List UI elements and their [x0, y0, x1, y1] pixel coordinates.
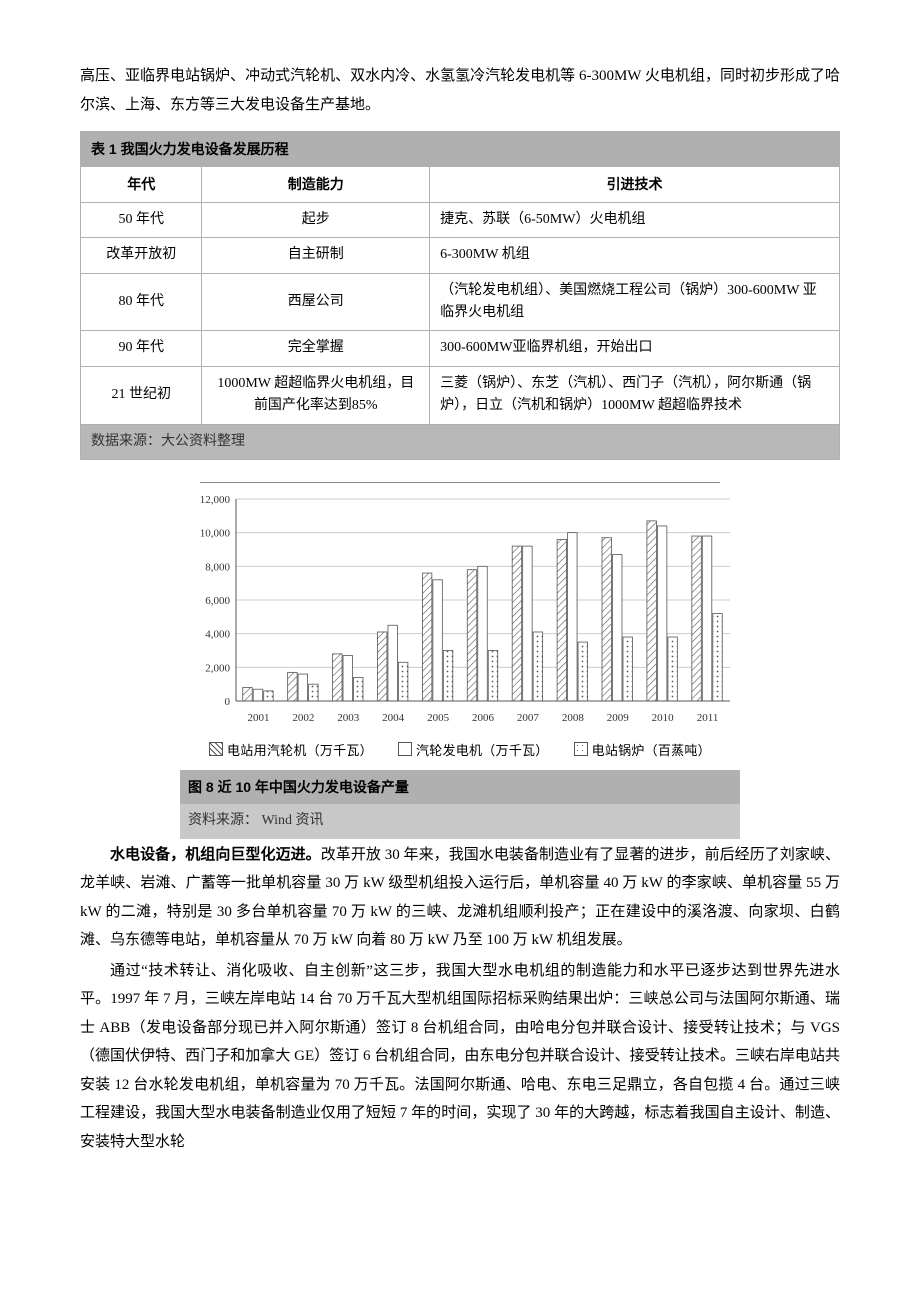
figure-8-caption-table: 图 8 近 10 年中国火力发电设备产量 资料来源： Wind 资讯 [180, 770, 740, 839]
svg-text:2003: 2003 [337, 712, 360, 724]
svg-text:2007: 2007 [517, 712, 540, 724]
table-row: 21 世纪初1000MW 超超临界火电机组，目前国产化率达到85%三菱（锅炉）、… [81, 366, 840, 424]
legend-swatch-0 [209, 742, 223, 756]
svg-text:2002: 2002 [292, 712, 314, 724]
svg-text:2009: 2009 [607, 712, 630, 724]
svg-text:8,000: 8,000 [205, 561, 230, 573]
svg-text:2,000: 2,000 [205, 662, 230, 674]
cell-era: 21 世纪初 [81, 366, 202, 424]
table-1-source: 数据来源：大公资料整理 [81, 424, 840, 459]
table-1-col-tech: 引进技术 [430, 167, 840, 202]
cell-era: 改革开放初 [81, 238, 202, 273]
cell-tech: 捷克、苏联（6-50MW）火电机组 [430, 202, 840, 237]
cell-era: 90 年代 [81, 331, 202, 366]
chart-top-rule [200, 482, 720, 483]
svg-text:2011: 2011 [697, 712, 719, 724]
table-row: 90 年代完全掌握300-600MW亚临界机组，开始出口 [81, 331, 840, 366]
svg-text:2008: 2008 [562, 712, 585, 724]
cell-tech: 300-600MW亚临界机组，开始出口 [430, 331, 840, 366]
svg-text:2010: 2010 [652, 712, 675, 724]
svg-text:6,000: 6,000 [205, 595, 230, 607]
svg-text:2005: 2005 [427, 712, 450, 724]
cell-tech: （汽轮发电机组）、美国燃烧工程公司（锅炉）300-600MW 亚临界火电机组 [430, 273, 840, 331]
table-1-header-row: 年代 制造能力 引进技术 [81, 167, 840, 202]
svg-text:2004: 2004 [382, 712, 405, 724]
legend-swatch-2 [574, 742, 588, 756]
cell-cap: 完全掌握 [202, 331, 430, 366]
legend-label-2: 电站锅炉（百蒸吨） [592, 743, 711, 758]
cell-cap: 1000MW 超超临界火电机组，目前国产化率达到85% [202, 366, 430, 424]
table-row: 改革开放初自主研制6-300MW 机组 [81, 238, 840, 273]
cell-cap: 自主研制 [202, 238, 430, 273]
bar-chart: 0 2,000 4,000 6,000 8,000 10,000 12,000 2001 200… [180, 489, 740, 729]
table-1-title: 表 1 我国火力发电设备发展历程 [81, 132, 840, 167]
svg-text:2001: 2001 [247, 712, 269, 724]
table-1-col-cap: 制造能力 [202, 167, 430, 202]
table-1: 表 1 我国火力发电设备发展历程 年代 制造能力 引进技术 50 年代起步捷克、… [80, 131, 840, 460]
paragraph-lead-bold: 水电设备，机组向巨型化迈进。 [110, 846, 321, 863]
legend-label-1: 汽轮发电机（万千瓦） [416, 743, 549, 758]
svg-text:12,000: 12,000 [200, 494, 231, 506]
cell-cap: 西屋公司 [202, 273, 430, 331]
figure-8: 0 2,000 4,000 6,000 8,000 10,000 12,000 2001 200… [80, 482, 840, 839]
svg-text:0: 0 [225, 696, 231, 708]
cell-tech: 三菱（锅炉）、东芝（汽机）、西门子（汽机），阿尔斯通（锅炉），日立（汽机和锅炉）… [430, 366, 840, 424]
figure-8-caption: 图 8 近 10 年中国火力发电设备产量 [180, 770, 740, 805]
intro-paragraph: 高压、亚临界电站锅炉、冲动式汽轮机、双水内冷、水氢氢冷汽轮发电机等 6-300M… [80, 62, 840, 119]
svg-text:2006: 2006 [472, 712, 495, 724]
table-1-col-era: 年代 [81, 167, 202, 202]
chart-legend: 电站用汽轮机（万千瓦） 汽轮发电机（万千瓦） 电站锅炉（百蒸吨） [209, 739, 711, 764]
cell-era: 50 年代 [81, 202, 202, 237]
svg-text:4,000: 4,000 [205, 629, 230, 641]
table-row: 80 年代西屋公司（汽轮发电机组）、美国燃烧工程公司（锅炉）300-600MW … [81, 273, 840, 331]
svg-text:10,000: 10,000 [200, 528, 231, 540]
table-row: 50 年代起步捷克、苏联（6-50MW）火电机组 [81, 202, 840, 237]
cell-era: 80 年代 [81, 273, 202, 331]
body-paragraph: 水电设备，机组向巨型化迈进。改革开放 30 年来，我国水电装备制造业有了显著的进… [80, 841, 840, 955]
body-paragraph: 通过“技术转让、消化吸收、自主创新”这三步，我国大型水电机组的制造能力和水平已逐… [80, 957, 840, 1157]
cell-tech: 6-300MW 机组 [430, 238, 840, 273]
legend-label-0: 电站用汽轮机（万千瓦） [227, 743, 373, 758]
figure-8-source: 资料来源： Wind 资讯 [180, 804, 740, 839]
cell-cap: 起步 [202, 202, 430, 237]
legend-swatch-1 [398, 742, 412, 756]
